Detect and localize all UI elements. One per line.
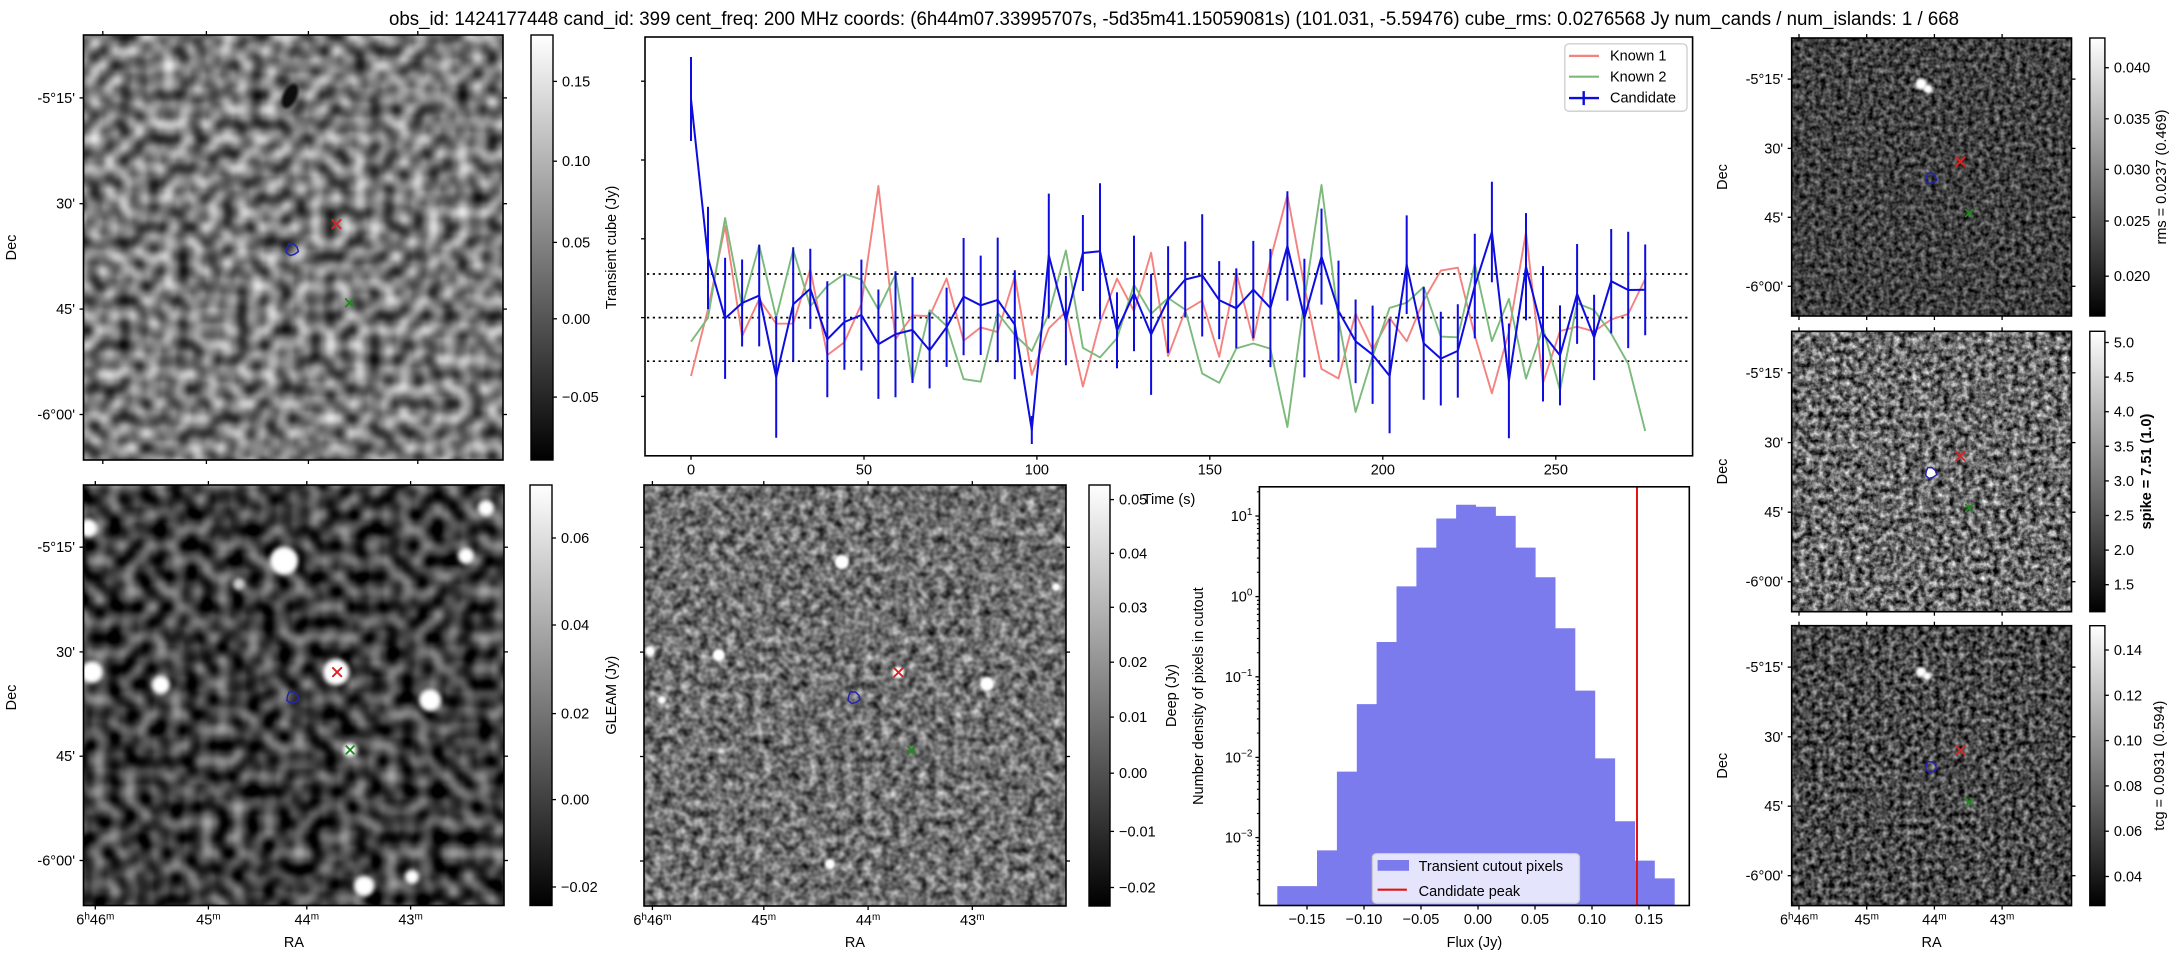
svg-text:spike = 7.51 (1.0): spike = 7.51 (1.0) [2139,413,2155,529]
svg-text:0.05: 0.05 [1521,912,1549,928]
svg-text:0.00: 0.00 [1464,912,1492,928]
svg-text:GLEAM (Jy): GLEAM (Jy) [604,656,620,735]
svg-text:200: 200 [1371,462,1395,478]
svg-text:-6°00': -6°00' [1746,279,1784,295]
svg-text:rms = 0.0237 (0.469): rms = 0.0237 (0.469) [2154,109,2170,244]
svg-text:45': 45' [1764,210,1783,226]
svg-text:Transient cube (Jy): Transient cube (Jy) [604,186,620,310]
svg-text:0.05: 0.05 [1119,493,1147,509]
svg-text:Deep (Jy): Deep (Jy) [1164,664,1180,727]
svg-text:Number density of pixels in cu: Number density of pixels in cutout [1191,587,1207,805]
svg-text:−0.05: −0.05 [562,390,599,406]
svg-text:0.00: 0.00 [1119,766,1147,782]
svg-text:30': 30' [56,645,75,661]
svg-text:tcg = 0.0931 (0.594): tcg = 0.0931 (0.594) [2152,701,2168,831]
svg-text:4.0: 4.0 [2114,405,2134,421]
svg-text:Dec: Dec [1715,459,1731,485]
svg-text:45': 45' [1764,799,1783,815]
svg-text:0.035: 0.035 [2114,112,2150,128]
svg-text:-6°00': -6°00' [1746,869,1784,885]
svg-text:0.06: 0.06 [561,531,589,547]
svg-text:−0.02: −0.02 [561,880,598,896]
svg-text:-5°15': -5°15' [37,540,75,556]
svg-text:0.06: 0.06 [2114,824,2142,840]
svg-text:3.5: 3.5 [2114,439,2134,455]
svg-text:30': 30' [1764,436,1783,452]
svg-text:0.10: 0.10 [1578,912,1606,928]
svg-text:0.14: 0.14 [2114,643,2142,659]
svg-text:Known 1: Known 1 [1610,49,1666,65]
svg-text:−0.10: −0.10 [1346,912,1383,928]
svg-text:0.00: 0.00 [562,312,590,328]
svg-text:0.04: 0.04 [561,618,589,634]
svg-text:2.0: 2.0 [2114,543,2134,559]
svg-text:30': 30' [56,197,75,213]
svg-text:0.10: 0.10 [562,154,590,170]
svg-text:-6°00': -6°00' [37,408,75,424]
svg-text:RA: RA [284,935,304,951]
svg-text:RA: RA [1922,935,1942,951]
svg-text:Known 2: Known 2 [1610,69,1666,85]
svg-text:Dec: Dec [1715,753,1731,779]
svg-text:0.05: 0.05 [562,235,590,251]
svg-text:RA: RA [845,935,865,951]
svg-text:1.5: 1.5 [2114,578,2134,594]
svg-text:0.00: 0.00 [561,793,589,809]
svg-text:0.03: 0.03 [1119,600,1147,616]
svg-text:30': 30' [1764,730,1783,746]
svg-text:2.5: 2.5 [2114,509,2134,525]
svg-text:0.10: 0.10 [2114,734,2142,750]
svg-text:0.04: 0.04 [1119,546,1147,562]
svg-text:-5°15': -5°15' [37,91,75,107]
svg-text:−0.02: −0.02 [1119,881,1156,897]
svg-text:45': 45' [56,302,75,318]
svg-text:Dec: Dec [4,685,20,711]
svg-text:0.08: 0.08 [2114,779,2142,795]
svg-text:Flux (Jy): Flux (Jy) [1447,935,1503,951]
svg-text:3.0: 3.0 [2114,474,2134,490]
svg-text:150: 150 [1198,462,1222,478]
svg-text:Time (s): Time (s) [1143,492,1196,508]
svg-text:0.04: 0.04 [2114,870,2142,886]
svg-text:0.020: 0.020 [2114,269,2150,285]
svg-text:Candidate peak: Candidate peak [1419,884,1521,900]
svg-text:5.0: 5.0 [2114,336,2134,352]
svg-text:Transient cutout pixels: Transient cutout pixels [1419,859,1564,875]
svg-text:0.02: 0.02 [1119,655,1147,671]
svg-text:−0.15: −0.15 [1289,912,1326,928]
svg-text:45': 45' [1764,505,1783,521]
svg-text:-6°00': -6°00' [1746,575,1784,591]
svg-text:100: 100 [1025,462,1049,478]
svg-text:-6°00': -6°00' [37,854,75,870]
svg-text:4.5: 4.5 [2114,370,2134,386]
svg-text:0.025: 0.025 [2114,214,2150,230]
svg-text:Candidate: Candidate [1610,91,1676,107]
svg-text:0.15: 0.15 [1635,912,1663,928]
svg-text:0.02: 0.02 [561,707,589,723]
svg-text:-5°15': -5°15' [1746,366,1784,382]
svg-text:30': 30' [1764,141,1783,157]
svg-text:0: 0 [687,462,695,478]
svg-text:0.01: 0.01 [1119,710,1147,726]
svg-text:45': 45' [56,749,75,765]
svg-text:-5°15': -5°15' [1746,72,1784,88]
svg-text:Dec: Dec [4,235,20,261]
svg-text:0.030: 0.030 [2114,162,2150,178]
svg-text:50: 50 [856,462,872,478]
svg-text:250: 250 [1544,462,1568,478]
svg-text:obs_id: 1424177448 cand_id: 39: obs_id: 1424177448 cand_id: 399 cent_fre… [389,8,1959,30]
svg-text:0.040: 0.040 [2114,61,2150,77]
svg-text:−0.05: −0.05 [1403,912,1440,928]
svg-text:Dec: Dec [1715,164,1731,190]
svg-text:0.15: 0.15 [562,74,590,90]
svg-text:−0.01: −0.01 [1119,824,1156,840]
svg-text:-5°15': -5°15' [1746,660,1784,676]
svg-text:0.12: 0.12 [2114,688,2142,704]
